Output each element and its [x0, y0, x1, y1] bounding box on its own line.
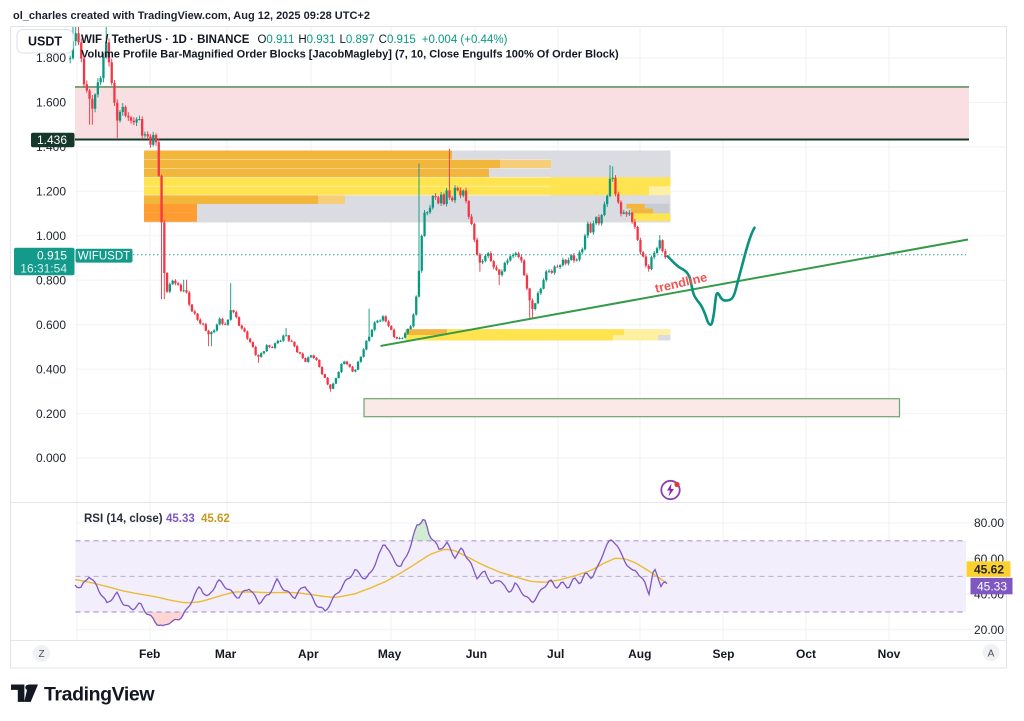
- svg-text:45.33: 45.33: [166, 513, 195, 525]
- svg-text:Jul: Jul: [547, 647, 564, 661]
- svg-text:45.62: 45.62: [201, 513, 230, 525]
- svg-text:0.400: 0.400: [36, 362, 66, 376]
- svg-text:0.800: 0.800: [36, 273, 66, 287]
- svg-text:0.000: 0.000: [36, 451, 66, 465]
- svg-text:80.00: 80.00: [974, 516, 1004, 530]
- svg-text:Mar: Mar: [215, 647, 237, 661]
- svg-text:Z: Z: [38, 649, 44, 660]
- svg-text:WIFUSDT: WIFUSDT: [78, 251, 130, 263]
- svg-text:20.00: 20.00: [974, 623, 1004, 637]
- svg-text:1.200: 1.200: [36, 185, 66, 199]
- svg-text:Apr: Apr: [298, 647, 319, 661]
- svg-text:RSI (14, close): RSI (14, close): [84, 513, 163, 525]
- svg-text:Nov: Nov: [878, 647, 901, 661]
- svg-text:A: A: [988, 648, 995, 659]
- svg-text:Aug: Aug: [628, 647, 651, 661]
- svg-text:1.600: 1.600: [36, 96, 66, 110]
- svg-text:0.200: 0.200: [36, 407, 66, 421]
- svg-text:TradingView: TradingView: [44, 684, 155, 706]
- svg-text:1.436: 1.436: [37, 133, 67, 147]
- svg-text:0.600: 0.600: [36, 318, 66, 332]
- svg-text:ol_charles created with Tradin: ol_charles created with TradingView.com,…: [13, 10, 370, 22]
- svg-text:Feb: Feb: [139, 647, 160, 661]
- svg-text:USDT: USDT: [28, 35, 62, 49]
- svg-text:Jun: Jun: [466, 647, 487, 661]
- svg-text:May: May: [378, 647, 402, 661]
- svg-text:45.33: 45.33: [977, 579, 1007, 593]
- svg-text:Sep: Sep: [712, 647, 734, 661]
- svg-text:Volume Profile Bar-Magnified O: Volume Profile Bar-Magnified Order Block…: [81, 49, 619, 61]
- svg-text:1.800: 1.800: [36, 51, 66, 65]
- svg-text:1.000: 1.000: [36, 229, 66, 243]
- svg-text:0.915: 0.915: [37, 249, 67, 263]
- svg-text:16:31:54: 16:31:54: [20, 261, 67, 275]
- svg-text:Oct: Oct: [796, 647, 816, 661]
- svg-text:45.62: 45.62: [974, 562, 1004, 576]
